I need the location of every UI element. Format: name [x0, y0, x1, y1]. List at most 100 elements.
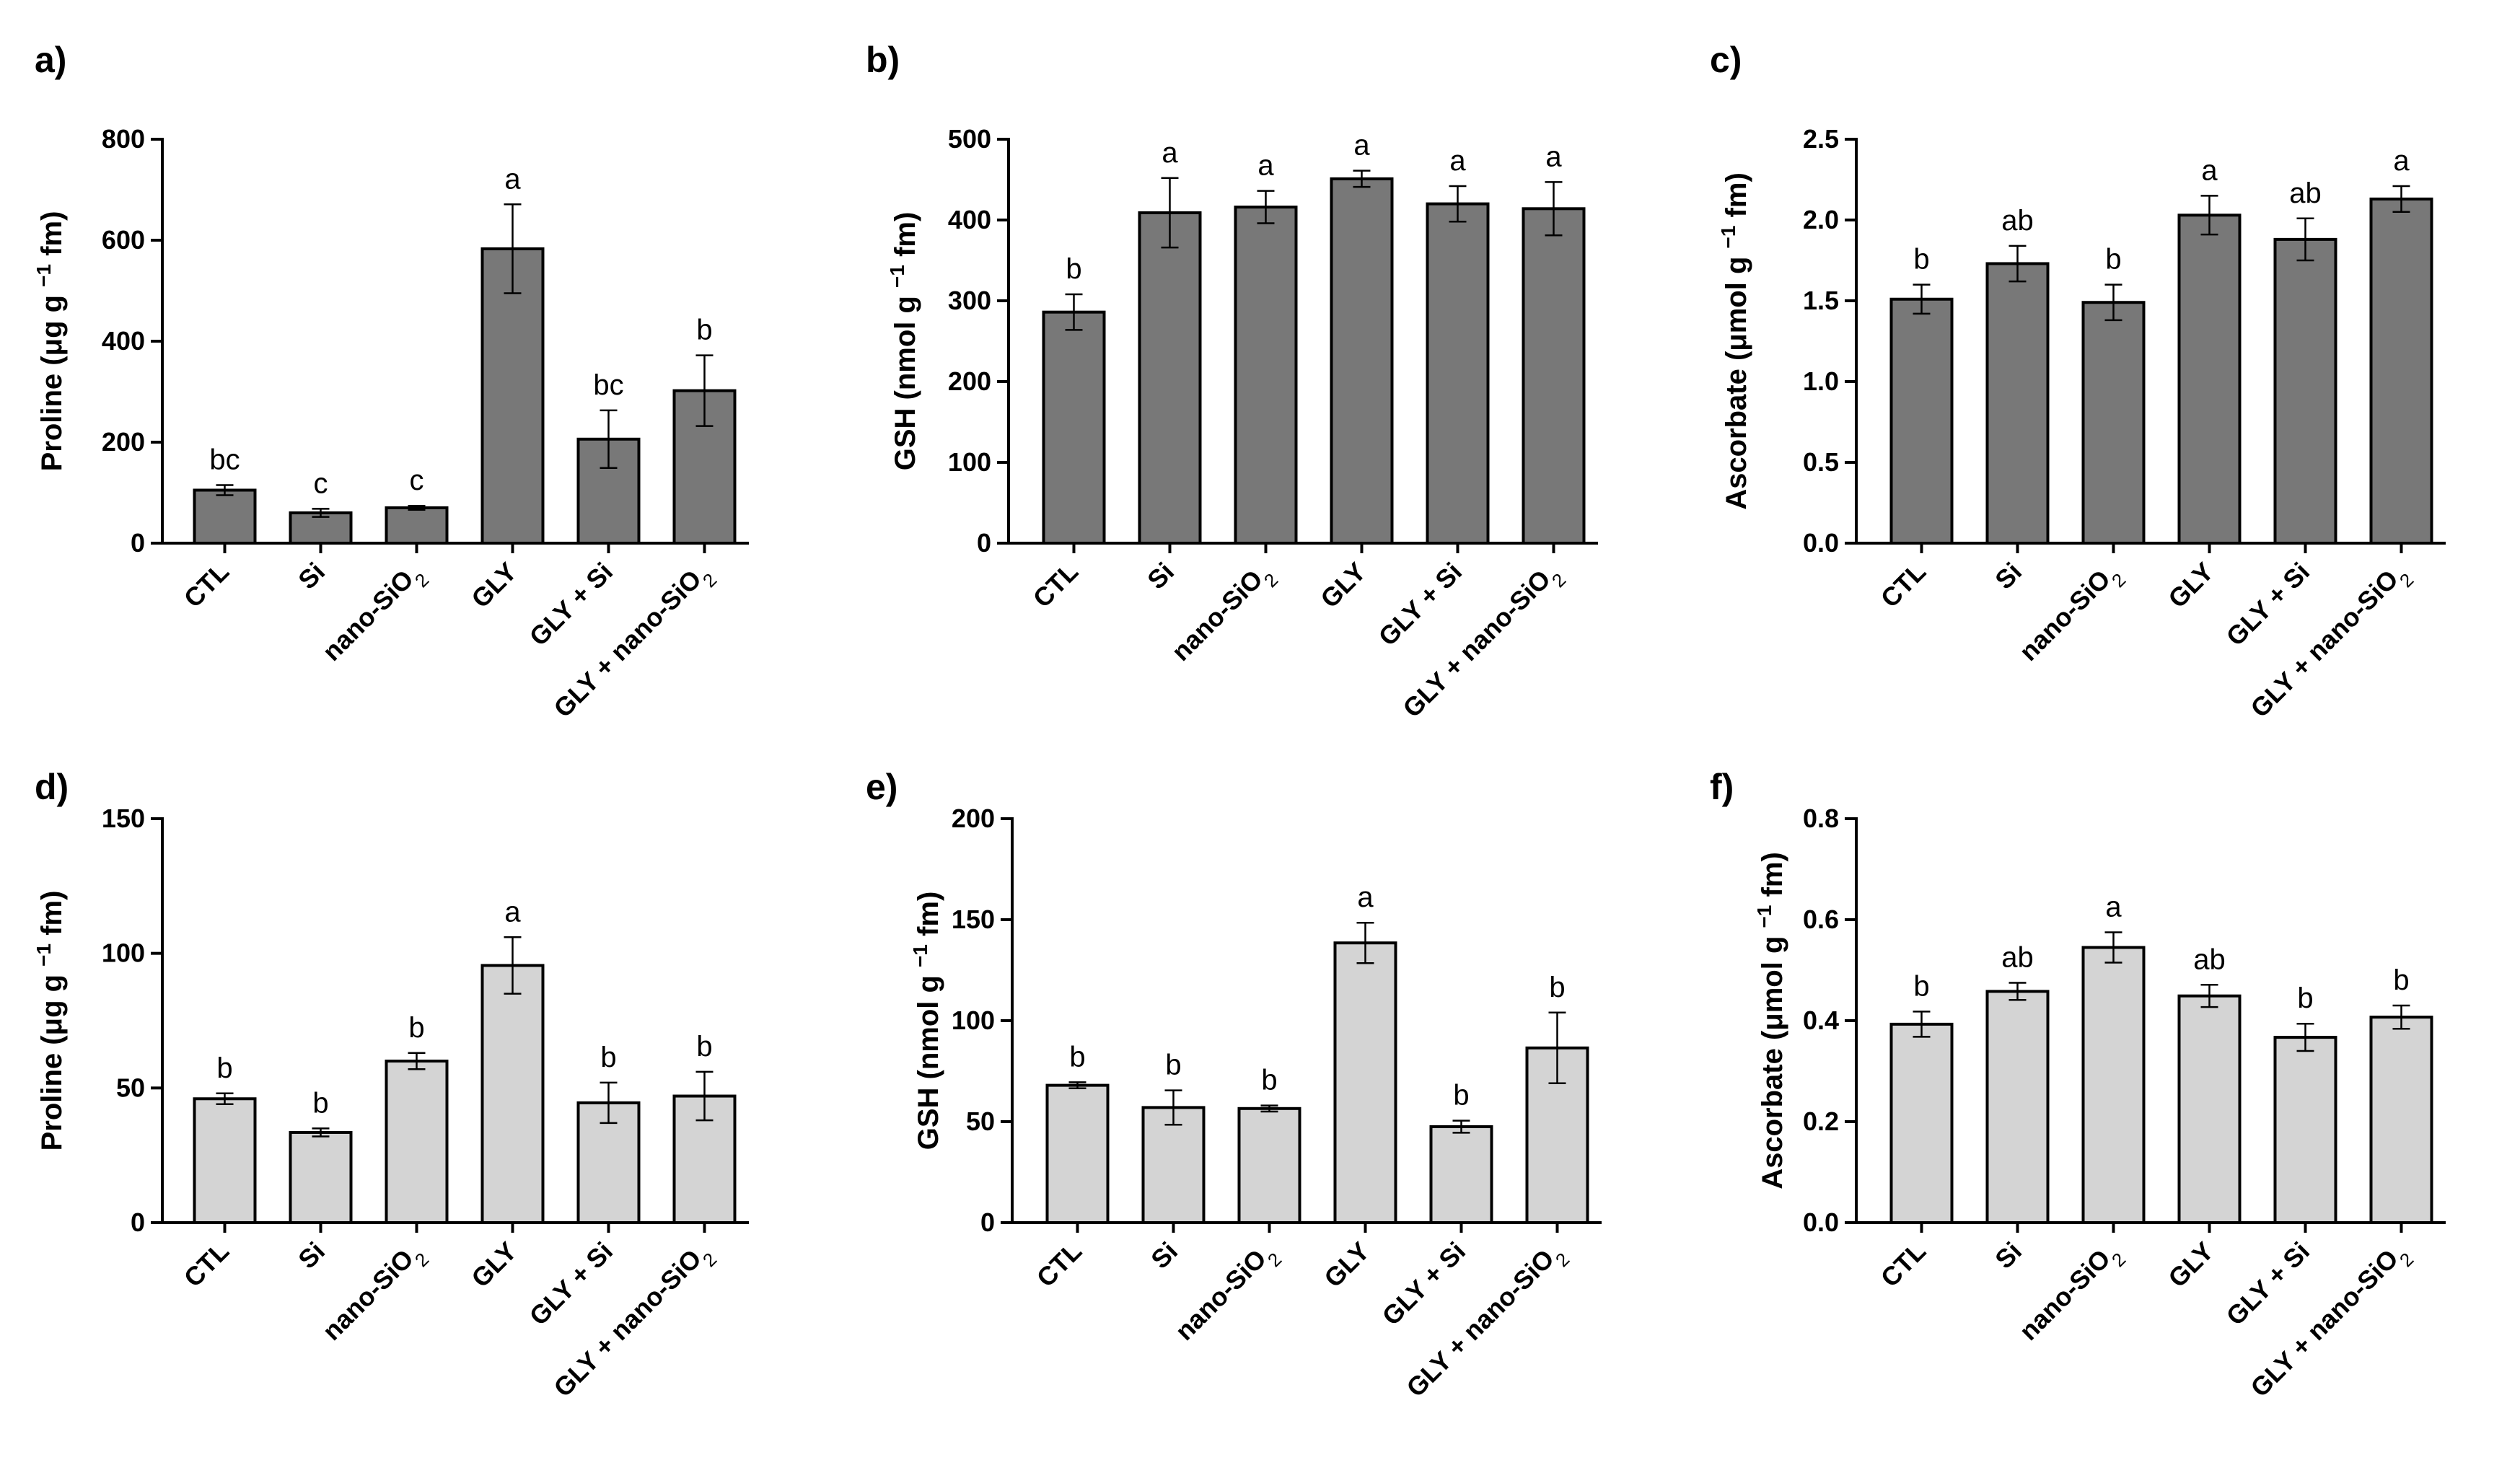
bar	[2369, 1016, 2433, 1224]
significance-label: b	[408, 1012, 424, 1044]
x-tick-label: nano-SiO2	[1169, 1236, 1286, 1353]
significance-label: b	[1913, 970, 1929, 1002]
y-tick-label: 2.0	[1803, 205, 1839, 234]
bar	[193, 488, 257, 545]
x-tick-label: GLY	[2162, 1236, 2219, 1293]
significance-label: a	[504, 163, 521, 195]
bar	[1889, 1022, 1954, 1225]
x-tick-label: nano-SiO2	[1166, 557, 1283, 674]
significance-label: c	[314, 467, 328, 499]
y-tick-label: 50	[966, 1107, 995, 1136]
bar	[385, 1060, 449, 1224]
significance-label: a	[2201, 154, 2218, 186]
x-tick-label: Si	[1145, 1236, 1183, 1275]
bar	[1426, 202, 1490, 545]
y-tick-label: 150	[952, 905, 995, 934]
y-tick-label: 2.5	[1803, 124, 1839, 154]
bar	[1522, 207, 1586, 545]
x-tick-label: GLY + Si	[524, 1236, 619, 1332]
bar	[1045, 1083, 1110, 1224]
y-tick-label: 150	[102, 804, 145, 833]
y-axis-label: GSH (nmol g −1 fm)	[886, 212, 922, 471]
x-tick-label: nano-SiO2	[317, 1236, 434, 1353]
significance-label: bc	[209, 444, 240, 476]
y-axis-label: Proline (μg g −1 fm)	[32, 891, 69, 1151]
y-tick-label: 100	[952, 1006, 995, 1035]
panel-label: c)	[1710, 40, 1742, 80]
bar	[1985, 990, 2050, 1225]
significance-label: ab	[2001, 205, 2034, 237]
bar	[1138, 211, 1202, 545]
y-tick-label: 0	[131, 1207, 145, 1237]
y-tick-label: 1.0	[1803, 366, 1839, 396]
x-tick-label: GLY	[1314, 557, 1371, 614]
bar	[289, 511, 353, 545]
significance-label: a	[1353, 130, 1370, 162]
significance-label: b	[600, 1042, 616, 1073]
bar	[2273, 1036, 2337, 1224]
y-tick-label: 500	[948, 124, 991, 154]
bar	[2177, 214, 2242, 545]
x-tick-label: Si	[1989, 557, 2027, 595]
x-tick-label: CTL	[178, 1236, 234, 1293]
x-tick-label: Si	[1141, 557, 1180, 595]
chart-panel-1: a)Proline (μg g −1 fm)0200400600800bcCTL…	[32, 40, 749, 723]
y-tick-label: 200	[948, 366, 991, 396]
significance-label: b	[1069, 1041, 1085, 1073]
bar	[193, 1097, 257, 1225]
significance-label: b	[1549, 972, 1565, 1003]
x-tick-label: CTL	[178, 557, 234, 613]
x-tick-label: Si	[292, 1236, 330, 1275]
panel-label: a)	[35, 40, 66, 80]
y-tick-label: 600	[102, 225, 145, 255]
x-tick-label: nano-SiO2	[317, 557, 434, 674]
bar	[2273, 237, 2337, 545]
significance-label: a	[1357, 881, 1374, 913]
bar	[1429, 1125, 1493, 1224]
y-tick-label: 0.5	[1803, 447, 1839, 477]
x-tick-label: GLY + Si	[1373, 557, 1468, 652]
significance-label: b	[312, 1087, 328, 1119]
bar	[2081, 946, 2146, 1224]
significance-label: a	[2105, 892, 2122, 923]
y-tick-label: 400	[102, 326, 145, 356]
bar	[1333, 941, 1397, 1224]
bar	[385, 506, 449, 545]
y-tick-label: 0.4	[1803, 1006, 1839, 1035]
y-tick-label: 100	[948, 447, 991, 477]
chart-panel-5: e) GSH (nmol g −1 fm) 0 50 100 150 200 b CTL b Si b…	[866, 767, 1602, 1403]
panel-label: f)	[1710, 767, 1734, 807]
bar	[1985, 262, 2050, 545]
bar	[1042, 310, 1106, 545]
x-tick-label: nano-SiO2	[2014, 1236, 2130, 1353]
significance-label: a	[2393, 145, 2410, 177]
x-tick-label: GLY + Si	[2221, 557, 2316, 652]
x-tick-label: CTL	[1031, 1236, 1087, 1293]
chart-panel-6: f) Ascorbate (μmol g −1 fm) 0.0 0.2 0.4 0.6 0.…	[1710, 767, 2446, 1403]
bar	[480, 964, 545, 1224]
y-axis-label: GSH (nmol g −1 fm)	[909, 892, 945, 1151]
x-tick-label: CTL	[1875, 1236, 1931, 1293]
significance-label: b	[2297, 982, 2313, 1014]
significance-label: b	[696, 1031, 712, 1063]
y-axis-label: Ascorbate (μmol g −1 fm)	[1717, 172, 1753, 510]
chart-panel-4: d) Proline (μg g −1 fm) 0 50 100 150 b CTL b Si b n…	[32, 767, 749, 1403]
x-tick-label: GLY	[465, 557, 522, 614]
x-tick-label: Si	[1989, 1236, 2027, 1275]
y-tick-label: 200	[952, 804, 995, 833]
y-tick-label: 800	[102, 124, 145, 154]
panel-label: d)	[35, 767, 69, 807]
bar	[1889, 297, 1954, 545]
y-tick-label: 1.5	[1803, 286, 1839, 315]
y-tick-label: 200	[102, 427, 145, 457]
y-tick-label: 0.6	[1803, 905, 1839, 934]
y-axis-label: Ascorbate (μmol g −1 fm)	[1753, 852, 1789, 1189]
significance-label: bc	[593, 369, 623, 401]
significance-label: a	[504, 896, 521, 928]
y-tick-label: 0.0	[1803, 1207, 1839, 1237]
bar	[480, 247, 545, 545]
significance-label: a	[1162, 137, 1178, 169]
bar	[2081, 301, 2146, 545]
significance-label: b	[216, 1052, 232, 1084]
significance-label: b	[696, 314, 712, 346]
